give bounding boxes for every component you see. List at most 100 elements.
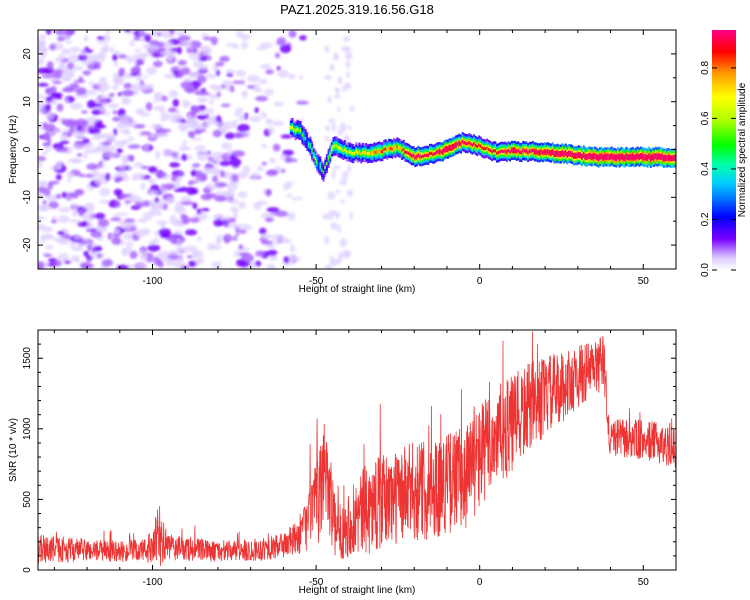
signal-cell <box>626 155 629 159</box>
noise-blob <box>290 244 296 253</box>
colorbar-tick-label: 0.8 <box>700 61 711 75</box>
noise-blob <box>230 199 239 205</box>
noise-blob <box>225 69 236 74</box>
signal-cell <box>640 154 642 158</box>
noise-blob <box>121 97 128 105</box>
noise-blob <box>121 89 135 97</box>
noise-blob <box>296 100 309 105</box>
signal-cell <box>312 152 315 159</box>
signal-cell <box>339 146 341 150</box>
noise-blob <box>112 116 122 122</box>
noise-blob <box>224 223 230 228</box>
noise-blob <box>96 80 108 86</box>
signal-cell <box>528 149 531 153</box>
noise-blob <box>339 122 347 132</box>
noise-blob <box>158 198 163 205</box>
signal-cell <box>425 153 428 157</box>
noise-blob <box>117 92 123 97</box>
noise-blob <box>191 137 202 141</box>
noise-blob <box>66 178 72 183</box>
noise-blob <box>226 189 235 199</box>
noise-blob <box>329 63 335 72</box>
noise-blob <box>148 241 155 245</box>
noise-blob <box>111 84 119 91</box>
noise-blob <box>94 212 106 220</box>
noise-blob <box>49 180 60 185</box>
noise-blob <box>277 69 290 78</box>
noise-blob <box>148 166 158 174</box>
signal-cell <box>478 143 481 147</box>
noise-blob <box>50 85 57 93</box>
signal-cell <box>486 146 489 150</box>
noise-blob <box>120 193 127 200</box>
noise-blob <box>114 140 127 147</box>
signal-cell <box>636 154 639 158</box>
noise-blob <box>265 170 278 177</box>
signal-cell <box>533 150 536 154</box>
noise-blob <box>337 76 343 85</box>
noise-blob <box>212 129 222 138</box>
signal-cell <box>440 150 443 154</box>
noise-blob <box>211 151 225 156</box>
noise-blob <box>77 221 90 227</box>
noise-blob <box>133 36 141 41</box>
noise-blob <box>81 59 92 66</box>
noise-blob <box>150 123 162 130</box>
noise-blob <box>260 111 267 119</box>
noise-blob <box>183 39 193 49</box>
signal-cell <box>353 151 356 156</box>
signal-cell <box>443 148 446 152</box>
noise-blob <box>93 245 103 252</box>
noise-blob <box>135 108 146 115</box>
noise-blob <box>288 73 296 80</box>
signal-cell <box>298 128 301 132</box>
noise-blob <box>143 75 149 79</box>
noise-blob <box>116 148 123 154</box>
noise-blob <box>349 105 355 113</box>
signal-cell <box>324 165 327 169</box>
noise-blob <box>335 210 339 220</box>
signal-cell <box>587 154 590 158</box>
noise-blob <box>333 52 339 60</box>
colorbar-tick-label: 0.6 <box>700 111 711 125</box>
noise-blob <box>67 54 81 64</box>
noise-blob <box>226 182 238 191</box>
signal-cell <box>579 153 582 157</box>
signal-cell <box>559 152 562 156</box>
noise-blob <box>215 182 228 188</box>
signal-cell <box>496 151 499 155</box>
signal-cell <box>430 151 433 155</box>
signal-cell <box>412 154 415 158</box>
noise-blob <box>91 170 100 179</box>
spectrogram-xlabel: Height of straight line (km) <box>299 284 416 295</box>
snr-xlabel: Height of straight line (km) <box>299 585 416 596</box>
noise-blob <box>157 250 170 260</box>
noise-blob <box>46 30 52 35</box>
noise-blob <box>272 143 281 152</box>
noise-blob <box>286 212 296 221</box>
signal-cell <box>509 150 512 154</box>
noise-blob <box>57 36 66 42</box>
noise-blob <box>167 250 180 256</box>
signal-cell <box>361 150 364 155</box>
signal-cell <box>525 149 528 153</box>
noise-blob <box>137 218 149 223</box>
noise-blob <box>42 200 47 205</box>
noise-blob <box>80 110 88 114</box>
noise-blob <box>194 129 207 133</box>
signal-cell <box>481 146 484 150</box>
noise-blob <box>323 235 330 245</box>
noise-blob <box>69 102 83 110</box>
signal-cell <box>574 154 577 158</box>
noise-blob <box>156 210 162 217</box>
noise-blob <box>115 170 128 178</box>
noise-blob <box>155 150 161 160</box>
noise-blob <box>191 72 200 77</box>
signal-cell <box>556 151 559 155</box>
noise-blob <box>332 165 340 170</box>
noise-blob <box>97 218 110 227</box>
noise-blob <box>237 191 248 198</box>
noise-blob <box>255 250 265 257</box>
noise-blob <box>39 34 47 40</box>
